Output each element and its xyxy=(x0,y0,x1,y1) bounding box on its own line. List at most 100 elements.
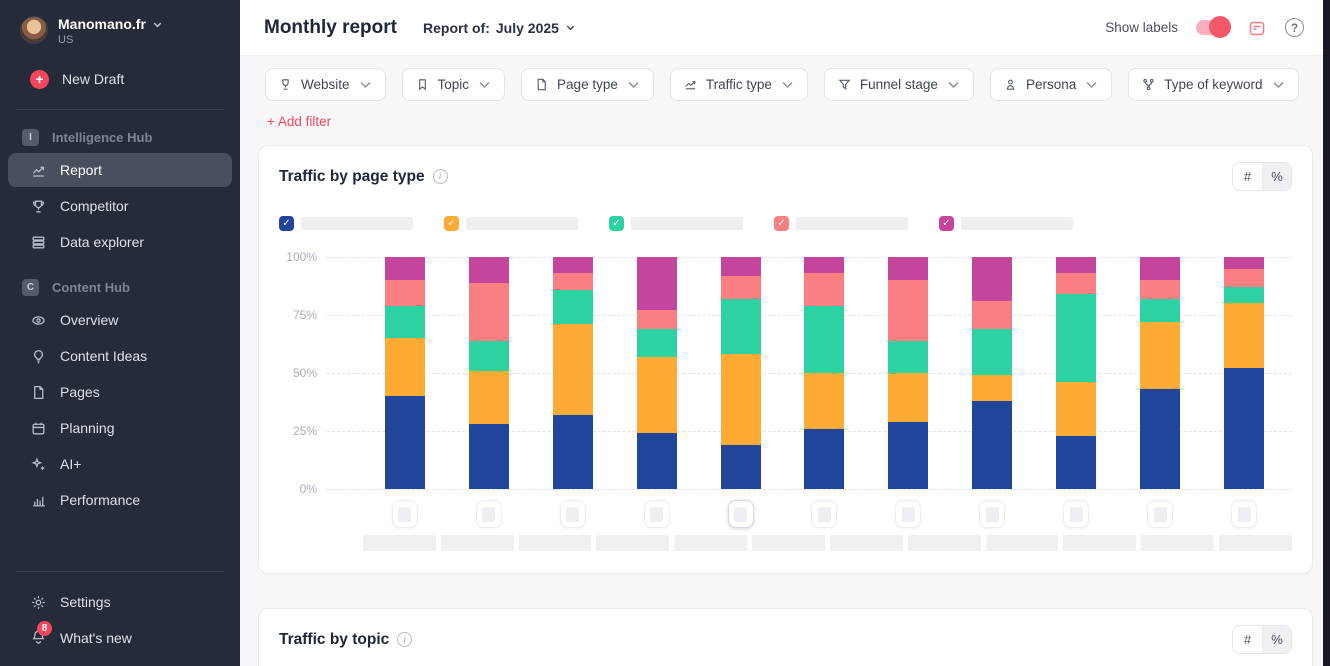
bar-segment[interactable] xyxy=(384,338,425,397)
site-favicon-highlighted[interactable] xyxy=(727,500,754,528)
legend-checkbox-checked[interactable]: ✓ xyxy=(444,216,459,231)
bar-segment[interactable] xyxy=(552,273,593,290)
info-icon[interactable]: i xyxy=(397,632,413,647)
unit-count-button[interactable]: # xyxy=(1233,163,1262,190)
bar-segment[interactable] xyxy=(636,328,677,357)
bar-segment[interactable] xyxy=(972,301,1013,329)
bar-segment[interactable] xyxy=(636,433,677,489)
bar-segment[interactable] xyxy=(1140,257,1181,281)
sidebar-item-competitor[interactable]: Competitor xyxy=(8,189,232,223)
legend-checkbox-checked[interactable]: ✓ xyxy=(279,216,294,231)
stacked-bar[interactable] xyxy=(552,257,593,489)
stacked-bar[interactable] xyxy=(1140,257,1181,489)
stacked-bar[interactable] xyxy=(888,257,929,489)
site-favicon[interactable] xyxy=(1147,500,1174,528)
filter-traffic-type[interactable]: Traffic type xyxy=(669,68,808,101)
show-labels-toggle[interactable] xyxy=(1196,16,1231,38)
sidebar-item-overview[interactable]: Overview xyxy=(8,303,232,337)
bar-segment[interactable] xyxy=(384,305,425,339)
stacked-bar[interactable] xyxy=(1224,257,1265,489)
bar-segment[interactable] xyxy=(468,424,509,489)
bar-segment[interactable] xyxy=(720,354,761,445)
site-favicon[interactable] xyxy=(895,500,922,528)
bar-segment[interactable] xyxy=(636,257,677,311)
report-period-dropdown[interactable]: July 2025 xyxy=(496,20,576,36)
unit-percent-button[interactable]: % xyxy=(1262,626,1291,653)
stacked-bar[interactable] xyxy=(636,257,677,489)
stacked-bar[interactable] xyxy=(972,257,1013,489)
bar-segment[interactable] xyxy=(1056,257,1097,274)
stacked-bar[interactable] xyxy=(384,257,425,489)
sidebar-item-whats-new[interactable]: 8 What's new xyxy=(8,621,232,655)
bar-segment[interactable] xyxy=(468,282,509,341)
bar-segment[interactable] xyxy=(720,444,761,489)
sidebar-item-data-explorer[interactable]: Data explorer xyxy=(8,225,232,259)
bar-segment[interactable] xyxy=(804,273,845,306)
site-favicon[interactable] xyxy=(559,500,586,528)
bar-segment[interactable] xyxy=(804,373,845,429)
bar-segment[interactable] xyxy=(552,257,593,274)
add-filter-button[interactable]: + Add filter xyxy=(267,114,332,129)
site-favicon[interactable] xyxy=(979,500,1006,528)
bar-segment[interactable] xyxy=(972,375,1013,401)
site-favicon[interactable] xyxy=(475,500,502,528)
bar-segment[interactable] xyxy=(468,340,509,371)
site-favicon[interactable] xyxy=(391,500,418,528)
bar-segment[interactable] xyxy=(1056,273,1097,295)
site-favicon[interactable] xyxy=(1063,500,1090,528)
bar-segment[interactable] xyxy=(384,280,425,306)
bar-segment[interactable] xyxy=(720,275,761,299)
sidebar-item-planning[interactable]: Planning xyxy=(8,411,232,445)
sidebar-item-report[interactable]: Report xyxy=(8,153,232,187)
legend-checkbox-checked[interactable]: ✓ xyxy=(939,216,954,231)
bar-segment[interactable] xyxy=(636,310,677,329)
bar-segment[interactable] xyxy=(1140,298,1181,322)
filter-website[interactable]: Website xyxy=(265,68,386,101)
bar-segment[interactable] xyxy=(972,400,1013,489)
bar-segment[interactable] xyxy=(1224,287,1265,304)
bar-segment[interactable] xyxy=(1224,257,1265,269)
sidebar-item-pages[interactable]: Pages xyxy=(8,375,232,409)
bar-segment[interactable] xyxy=(888,421,929,489)
sidebar-item-content-ideas[interactable]: Content Ideas xyxy=(8,339,232,373)
sidebar-item-settings[interactable]: Settings xyxy=(8,585,232,619)
changelog-clipboard-icon[interactable] xyxy=(1247,18,1267,38)
bar-segment[interactable] xyxy=(720,298,761,355)
unit-count-button[interactable]: # xyxy=(1233,626,1262,653)
page-scrollbar[interactable] xyxy=(1323,0,1330,666)
site-favicon[interactable] xyxy=(643,500,670,528)
filter-funnel-stage[interactable]: Funnel stage xyxy=(823,68,974,101)
bar-segment[interactable] xyxy=(1140,321,1181,390)
bar-segment[interactable] xyxy=(1224,368,1265,489)
bar-segment[interactable] xyxy=(636,356,677,434)
bar-segment[interactable] xyxy=(552,324,593,415)
bar-segment[interactable] xyxy=(720,257,761,276)
bar-segment[interactable] xyxy=(1056,382,1097,436)
bar-segment[interactable] xyxy=(1140,280,1181,299)
sidebar-item-ai-plus[interactable]: AI+ xyxy=(8,447,232,481)
bar-segment[interactable] xyxy=(552,289,593,325)
sidebar-item-performance[interactable]: Performance xyxy=(8,483,232,517)
stacked-bar[interactable] xyxy=(720,257,761,489)
bar-segment[interactable] xyxy=(804,257,845,274)
bar-segment[interactable] xyxy=(468,370,509,425)
stacked-bar[interactable] xyxy=(1056,257,1097,489)
bar-segment[interactable] xyxy=(804,428,845,489)
filter-page-type[interactable]: Page type xyxy=(521,68,654,101)
filter-persona[interactable]: Persona xyxy=(989,68,1113,101)
bar-segment[interactable] xyxy=(888,340,929,374)
info-icon[interactable]: i xyxy=(432,169,448,184)
bar-segment[interactable] xyxy=(972,257,1013,302)
bar-segment[interactable] xyxy=(888,280,929,341)
stacked-bar[interactable] xyxy=(468,257,509,489)
workspace-switcher[interactable]: Manomano.fr US xyxy=(0,14,240,46)
legend-checkbox-checked[interactable]: ✓ xyxy=(609,216,624,231)
bar-segment[interactable] xyxy=(972,328,1013,376)
bar-segment[interactable] xyxy=(1056,294,1097,383)
bar-segment[interactable] xyxy=(468,257,509,283)
bar-segment[interactable] xyxy=(1140,389,1181,489)
site-favicon[interactable] xyxy=(811,500,838,528)
bar-segment[interactable] xyxy=(552,414,593,489)
filter-type-of-keyword[interactable]: Type of keyword xyxy=(1128,68,1299,101)
bar-segment[interactable] xyxy=(1224,268,1265,288)
